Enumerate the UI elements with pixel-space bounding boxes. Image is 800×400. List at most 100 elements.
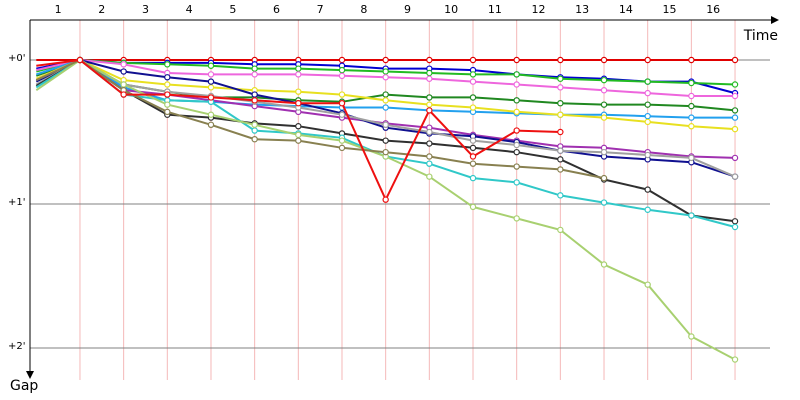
data-point xyxy=(513,215,520,222)
data-point xyxy=(731,92,739,100)
data-point xyxy=(644,112,651,120)
data-point xyxy=(688,56,695,64)
data-point xyxy=(120,81,127,88)
data-point xyxy=(426,69,433,77)
data-point xyxy=(426,160,433,167)
data-point xyxy=(207,71,215,78)
data-point xyxy=(426,75,433,82)
data-point xyxy=(469,153,477,160)
data-point xyxy=(295,137,302,144)
data-point xyxy=(426,128,433,136)
data-point xyxy=(600,261,608,268)
data-point xyxy=(513,148,520,156)
x-tick-label: 8 xyxy=(360,3,367,16)
x-tick-label: 9 xyxy=(404,3,411,16)
data-point xyxy=(513,56,520,64)
data-point xyxy=(469,137,477,144)
x-tick-label: 1 xyxy=(55,3,62,16)
data-point xyxy=(600,174,608,182)
data-point xyxy=(600,114,608,121)
data-point xyxy=(382,97,389,104)
data-point xyxy=(120,68,127,75)
data-point xyxy=(426,56,433,64)
data-point xyxy=(557,147,564,154)
data-point xyxy=(644,78,651,85)
data-point xyxy=(382,196,389,203)
data-point xyxy=(731,81,739,88)
data-point xyxy=(513,71,520,78)
data-point xyxy=(469,203,477,211)
data-point xyxy=(513,81,520,88)
data-point xyxy=(688,79,695,87)
x-tick-label: 7 xyxy=(317,3,324,16)
data-point xyxy=(600,87,608,94)
data-point xyxy=(338,137,346,144)
data-point xyxy=(426,173,433,180)
data-point xyxy=(469,94,477,101)
data-point xyxy=(731,173,739,180)
data-point xyxy=(600,76,608,84)
data-point xyxy=(557,192,564,199)
data-point xyxy=(207,62,215,69)
data-point xyxy=(688,92,695,100)
data-point xyxy=(251,65,258,72)
x-tick-label: 13 xyxy=(575,3,589,16)
data-point xyxy=(557,128,564,136)
x-tick-label: 12 xyxy=(532,3,546,16)
data-point xyxy=(644,56,651,64)
data-point xyxy=(382,56,389,64)
data-point xyxy=(382,121,389,129)
data-point xyxy=(164,101,171,108)
data-point xyxy=(557,166,564,173)
data-point xyxy=(557,84,564,91)
data-point xyxy=(426,153,433,160)
data-point xyxy=(207,94,215,101)
data-point xyxy=(644,206,651,213)
data-point xyxy=(382,148,389,156)
data-point xyxy=(513,127,520,134)
data-point xyxy=(731,114,739,121)
data-point xyxy=(338,56,346,64)
data-point xyxy=(426,140,433,147)
y-tick-label: +1' xyxy=(8,197,26,208)
data-point xyxy=(688,114,695,121)
data-point xyxy=(382,137,389,144)
data-point xyxy=(644,89,651,97)
data-point xyxy=(295,88,302,95)
data-point xyxy=(644,118,651,126)
data-point xyxy=(469,160,477,167)
data-point xyxy=(469,144,477,152)
data-point xyxy=(338,144,346,152)
data-point xyxy=(295,131,302,139)
data-point xyxy=(513,179,520,186)
data-point xyxy=(557,75,564,82)
data-point xyxy=(600,199,608,206)
data-point xyxy=(426,107,433,114)
data-point xyxy=(207,111,215,118)
data-point xyxy=(731,356,739,363)
data-point xyxy=(513,97,520,104)
data-point xyxy=(251,71,258,78)
data-point xyxy=(557,111,564,118)
data-point xyxy=(338,91,346,98)
data-point xyxy=(731,154,739,162)
data-point xyxy=(164,108,171,116)
data-point xyxy=(688,123,695,130)
data-point xyxy=(600,56,608,64)
x-tick-label: 11 xyxy=(488,3,502,16)
data-point xyxy=(469,56,477,64)
data-point xyxy=(644,186,651,193)
data-point xyxy=(382,104,389,111)
data-point xyxy=(207,78,215,85)
x-tick-label: 15 xyxy=(663,3,677,16)
data-point xyxy=(644,151,651,159)
data-point xyxy=(600,148,608,156)
data-point xyxy=(251,97,258,104)
data-point xyxy=(295,123,302,130)
y-tick-label: +2' xyxy=(8,341,26,352)
data-point xyxy=(295,99,302,107)
data-point xyxy=(469,71,477,78)
data-point xyxy=(164,81,171,88)
data-point xyxy=(426,94,433,101)
